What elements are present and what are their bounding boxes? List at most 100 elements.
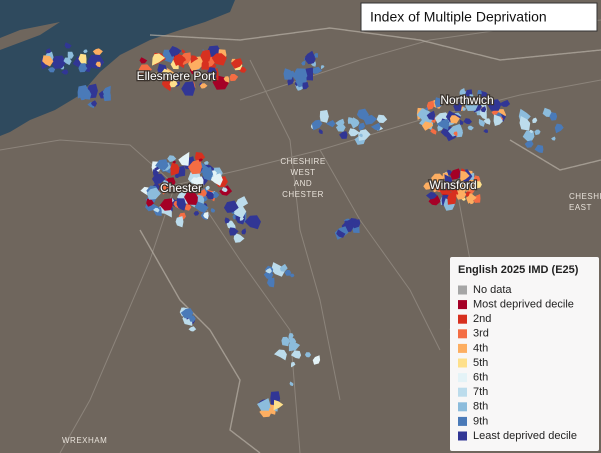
area — [436, 118, 450, 130]
area — [447, 190, 457, 205]
area — [430, 128, 437, 135]
legend-label: 6th — [473, 372, 488, 384]
area — [279, 263, 288, 272]
area — [51, 55, 67, 69]
area — [92, 48, 103, 56]
area — [201, 50, 206, 55]
area — [271, 262, 286, 277]
area — [181, 186, 189, 193]
area — [467, 125, 474, 131]
area — [176, 72, 185, 79]
area — [91, 100, 97, 107]
area — [461, 197, 466, 201]
area — [358, 122, 366, 131]
area — [154, 72, 159, 77]
area — [313, 53, 318, 58]
area — [205, 190, 215, 200]
area — [474, 181, 482, 189]
area — [198, 158, 203, 162]
area — [554, 123, 564, 134]
area — [534, 129, 541, 136]
area — [480, 106, 487, 113]
area — [487, 99, 502, 111]
place-label: Northwich — [440, 93, 493, 107]
area — [230, 58, 243, 69]
area — [190, 55, 199, 64]
area — [203, 212, 209, 220]
area — [281, 336, 290, 347]
area — [336, 229, 346, 238]
area — [522, 130, 535, 142]
area — [213, 191, 220, 199]
area — [184, 189, 198, 205]
area — [463, 118, 472, 125]
legend-swatch — [458, 300, 467, 310]
area — [534, 144, 544, 153]
area — [319, 110, 329, 123]
legend-label: 2nd — [473, 313, 491, 325]
area — [483, 118, 491, 125]
area — [304, 352, 312, 358]
area — [320, 65, 325, 70]
area — [312, 355, 321, 365]
area — [160, 183, 174, 195]
area — [152, 173, 166, 185]
area — [284, 269, 292, 276]
place-label: Winsford — [429, 178, 476, 192]
area — [292, 68, 308, 83]
area — [451, 97, 456, 101]
area — [466, 195, 477, 204]
area — [455, 128, 463, 138]
area — [195, 201, 209, 214]
title-box — [360, 2, 598, 32]
area — [175, 216, 184, 228]
place-label: Chester — [160, 181, 202, 195]
area — [356, 108, 369, 121]
area — [152, 53, 166, 66]
legend-swatch — [458, 285, 467, 295]
area — [469, 94, 474, 98]
area — [95, 61, 101, 68]
legend-swatch — [458, 314, 467, 324]
area — [283, 68, 294, 80]
area — [154, 166, 160, 171]
area — [189, 315, 196, 322]
area — [304, 53, 316, 65]
area — [302, 82, 309, 90]
legend-swatch — [458, 416, 467, 426]
area — [358, 129, 371, 141]
area — [146, 198, 154, 207]
area — [453, 101, 462, 112]
area — [210, 208, 216, 213]
area — [159, 198, 173, 211]
area — [197, 188, 208, 198]
region-label: CHESHIRE — [280, 157, 325, 166]
legend-label: 4th — [473, 342, 488, 354]
area — [310, 66, 323, 74]
area — [184, 203, 192, 211]
area — [288, 333, 294, 341]
legend-label: Least deprived decile — [473, 430, 577, 442]
area — [265, 268, 272, 274]
area — [431, 173, 444, 184]
area — [493, 114, 503, 126]
area — [72, 59, 81, 68]
area — [291, 361, 296, 368]
area — [335, 118, 345, 127]
area — [162, 177, 176, 187]
area — [350, 117, 360, 129]
area — [203, 161, 209, 165]
area — [210, 173, 223, 186]
area — [266, 405, 271, 409]
area — [161, 79, 172, 92]
area — [344, 220, 350, 228]
area — [63, 57, 72, 66]
boundaries — [139, 27, 601, 453]
area — [459, 119, 464, 125]
region-label: WEST — [290, 168, 315, 177]
title: Index of Multiple Deprivation — [370, 9, 547, 25]
area — [453, 131, 458, 137]
area — [370, 122, 381, 131]
legend-label: Most deprived decile — [473, 299, 574, 311]
area — [358, 133, 363, 138]
